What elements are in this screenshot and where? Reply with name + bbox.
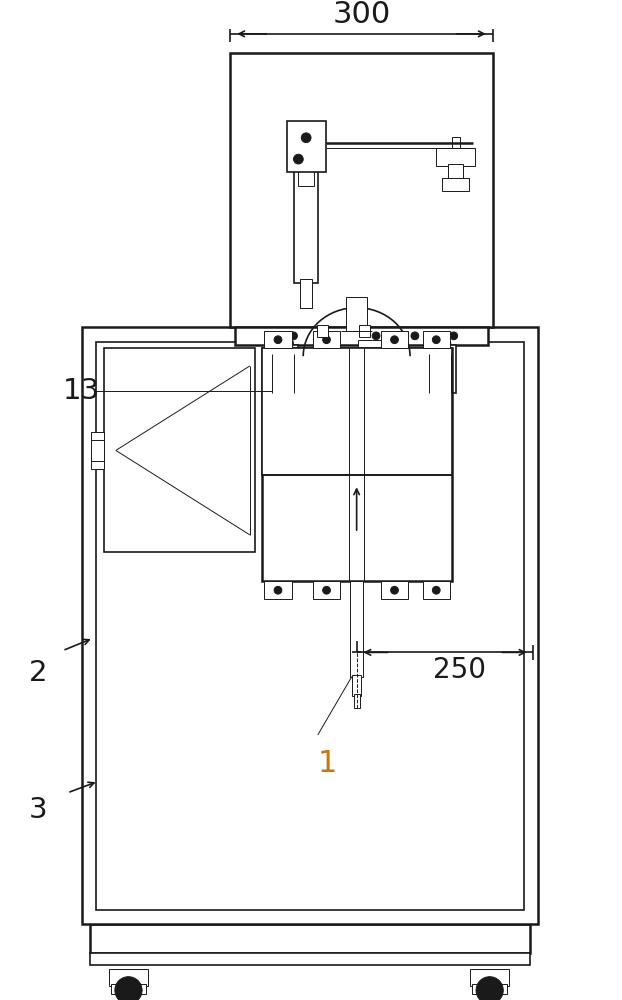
Bar [381,331,408,348]
Circle shape [301,133,311,143]
Bar [96,342,524,910]
Bar [358,325,370,337]
Circle shape [372,332,380,340]
Circle shape [476,977,503,1000]
Bar [230,53,493,327]
Bar [267,345,299,393]
Bar [381,581,408,599]
Bar [109,969,148,986]
Circle shape [323,586,330,594]
Circle shape [328,332,337,340]
Circle shape [484,984,496,996]
Circle shape [323,336,330,344]
Bar [235,327,488,345]
Bar [90,924,531,953]
Text: 250: 250 [433,656,486,684]
Bar [262,348,452,581]
Circle shape [391,336,398,344]
Bar [452,137,460,148]
Bar [448,164,463,180]
Bar [423,581,450,599]
Bar [442,178,469,191]
Circle shape [432,586,440,594]
Bar [436,148,475,166]
Circle shape [294,154,304,164]
Bar [104,348,254,552]
Bar [82,327,538,924]
Bar [317,325,328,337]
Circle shape [123,984,134,996]
Bar [264,581,292,599]
Bar [262,348,452,475]
Bar [354,694,360,708]
Text: 1: 1 [318,749,337,778]
Bar [346,297,368,331]
Bar [470,969,509,986]
Text: 300: 300 [332,0,391,29]
Bar [472,984,507,994]
Circle shape [432,336,440,344]
Bar [313,331,340,348]
Bar [264,331,292,348]
Bar [423,331,450,348]
Circle shape [274,336,282,344]
Bar [91,432,104,469]
Bar [111,984,146,994]
Circle shape [290,332,297,340]
Bar [358,340,385,349]
Text: 3: 3 [29,796,47,824]
Circle shape [274,586,282,594]
Text: 13: 13 [62,377,100,405]
Circle shape [450,332,458,340]
Circle shape [115,977,142,1000]
Bar [425,345,456,393]
Bar [300,279,312,308]
Bar [294,157,318,283]
Circle shape [411,332,419,340]
Bar [363,345,380,422]
Bar [287,121,325,172]
Bar [352,675,361,696]
Bar [299,157,314,186]
Text: 2: 2 [29,659,47,687]
Bar [313,581,340,599]
Bar [350,581,363,677]
Circle shape [391,586,398,594]
Bar [90,953,531,965]
